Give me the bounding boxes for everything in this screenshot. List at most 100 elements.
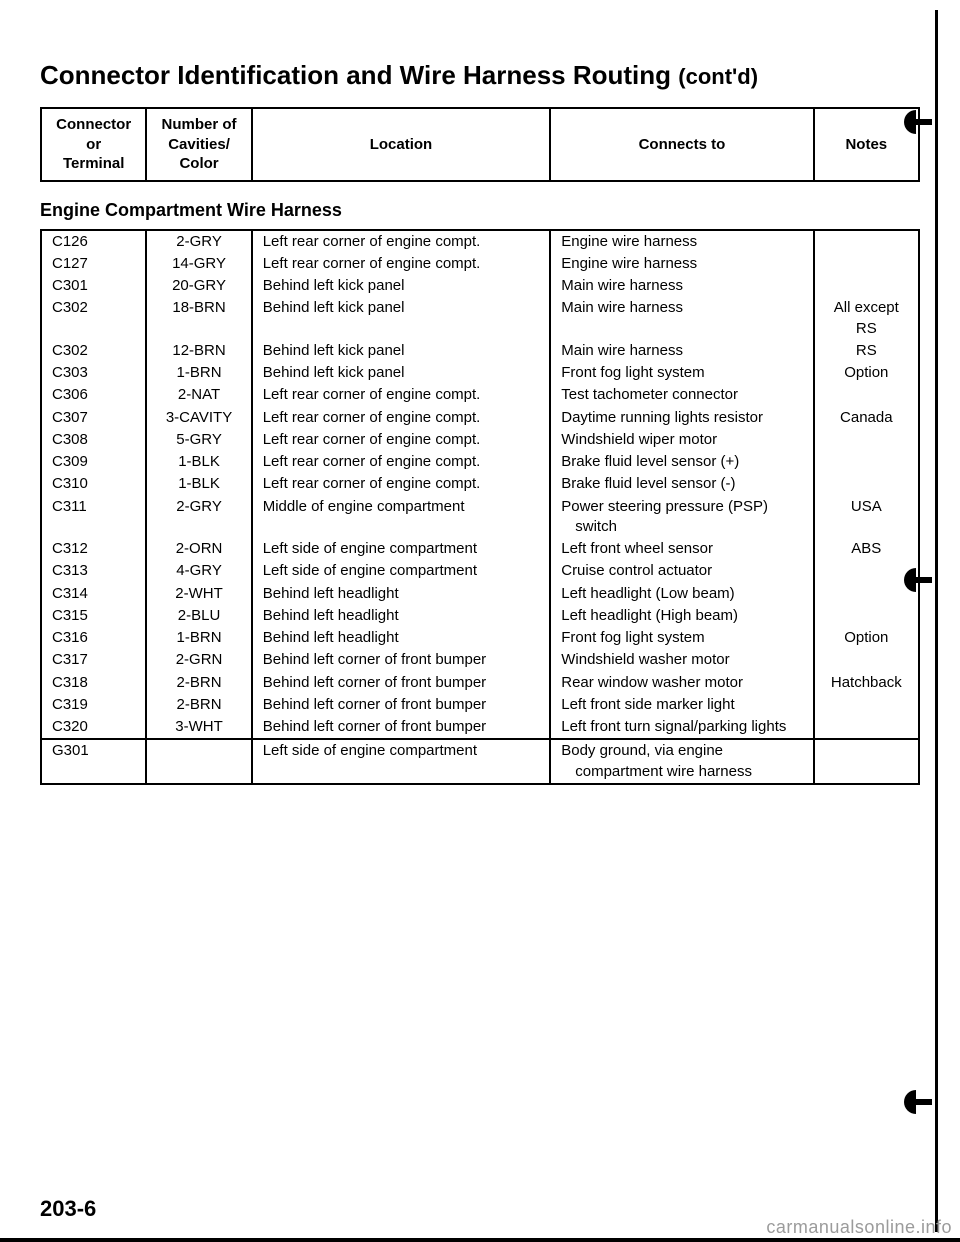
cell-notes: Option bbox=[814, 362, 919, 384]
cell-cavities: 2-ORN bbox=[146, 538, 251, 560]
cell-connects: Daytime running lights resistor bbox=[550, 407, 813, 429]
table-row: C3091-BLKLeft rear corner of engine comp… bbox=[41, 451, 919, 473]
title-contd: (cont'd) bbox=[678, 64, 758, 89]
header-connector: ConnectororTerminal bbox=[41, 108, 146, 181]
cell-notes: All exceptRS bbox=[814, 297, 919, 340]
table-row: C3062-NATLeft rear corner of engine comp… bbox=[41, 384, 919, 406]
cell-cavities: 2-WHT bbox=[146, 583, 251, 605]
cell-cavities: 2-GRN bbox=[146, 649, 251, 671]
table-row: C3182-BRNBehind left corner of front bum… bbox=[41, 672, 919, 694]
cell-connects: Cruise control actuator bbox=[550, 560, 813, 582]
cell-cavities bbox=[146, 739, 251, 784]
cell-cavities: 18-BRN bbox=[146, 297, 251, 340]
cell-cavities: 3-CAVITY bbox=[146, 407, 251, 429]
page-title: Connector Identification and Wire Harnes… bbox=[40, 60, 920, 91]
cell-notes bbox=[814, 275, 919, 297]
cell-connector: G301 bbox=[41, 739, 146, 784]
table-row: C3122-ORNLeft side of engine compartment… bbox=[41, 538, 919, 560]
cell-connects: Engine wire harness bbox=[550, 230, 813, 253]
cell-connects: Windshield wiper motor bbox=[550, 429, 813, 451]
header-connects: Connects to bbox=[550, 108, 813, 181]
cell-location: Middle of engine compartment bbox=[252, 496, 551, 539]
table-row: C3161-BRNBehind left headlightFront fog … bbox=[41, 627, 919, 649]
cell-cavities: 1-BLK bbox=[146, 473, 251, 495]
cell-notes: RS bbox=[814, 340, 919, 362]
cell-cavities: 12-BRN bbox=[146, 340, 251, 362]
cell-connector: C302 bbox=[41, 340, 146, 362]
cell-connector: C302 bbox=[41, 297, 146, 340]
cell-notes bbox=[814, 473, 919, 495]
table-row: C3112-GRYMiddle of engine compartmentPow… bbox=[41, 496, 919, 539]
cell-notes bbox=[814, 560, 919, 582]
cell-connects: Brake fluid level sensor (+) bbox=[550, 451, 813, 473]
cell-connector: C309 bbox=[41, 451, 146, 473]
cell-notes bbox=[814, 716, 919, 739]
header-table: ConnectororTerminal Number ofCavities/Co… bbox=[40, 107, 920, 182]
table-row: C3101-BLKLeft rear corner of engine comp… bbox=[41, 473, 919, 495]
cell-cavities: 3-WHT bbox=[146, 716, 251, 739]
cell-cavities: 4-GRY bbox=[146, 560, 251, 582]
cell-connector: C126 bbox=[41, 230, 146, 253]
cell-connector: C320 bbox=[41, 716, 146, 739]
table-row: C3203-WHTBehind left corner of front bum… bbox=[41, 716, 919, 739]
cell-location: Behind left headlight bbox=[252, 605, 551, 627]
cell-location: Left rear corner of engine compt. bbox=[252, 230, 551, 253]
cell-location: Left rear corner of engine compt. bbox=[252, 429, 551, 451]
cell-connects: Power steering pressure (PSP)switch bbox=[550, 496, 813, 539]
cell-connects: Main wire harness bbox=[550, 340, 813, 362]
cell-connects: Front fog light system bbox=[550, 362, 813, 384]
table-row: C1262-GRYLeft rear corner of engine comp… bbox=[41, 230, 919, 253]
cell-cavities: 20-GRY bbox=[146, 275, 251, 297]
table-row: C3073-CAVITYLeft rear corner of engine c… bbox=[41, 407, 919, 429]
table-row: C3152-BLUBehind left headlightLeft headl… bbox=[41, 605, 919, 627]
cell-cavities: 2-GRY bbox=[146, 496, 251, 539]
cell-connects: Left headlight (High beam) bbox=[550, 605, 813, 627]
cell-connects: Rear window washer motor bbox=[550, 672, 813, 694]
data-table: C126 2-GRY Left rear corner of engine comp… bbox=[40, 229, 920, 785]
page-number: 203-6 bbox=[40, 1196, 96, 1222]
cell-location: Left rear corner of engine compt. bbox=[252, 253, 551, 275]
cell-connects: Main wire harness bbox=[550, 297, 813, 340]
cell-notes: Hatchback bbox=[814, 672, 919, 694]
cell-notes bbox=[814, 384, 919, 406]
cell-connector: C306 bbox=[41, 384, 146, 406]
cell-connector: C308 bbox=[41, 429, 146, 451]
table-row: C3172-GRNBehind left corner of front bum… bbox=[41, 649, 919, 671]
cell-connector: C319 bbox=[41, 694, 146, 716]
cell-connector: C307 bbox=[41, 407, 146, 429]
cell-connects: Windshield washer motor bbox=[550, 649, 813, 671]
cell-connector: C313 bbox=[41, 560, 146, 582]
cell-notes bbox=[814, 451, 919, 473]
cell-cavities: 2-BLU bbox=[146, 605, 251, 627]
cell-connector: C312 bbox=[41, 538, 146, 560]
cell-location: Left side of engine compartment bbox=[252, 739, 551, 784]
cell-location: Behind left kick panel bbox=[252, 297, 551, 340]
cell-connects-cont: switch bbox=[561, 517, 802, 537]
cell-cavities: 5-GRY bbox=[146, 429, 251, 451]
cell-connector: C318 bbox=[41, 672, 146, 694]
cell-location: Behind left kick panel bbox=[252, 362, 551, 384]
cell-location: Behind left corner of front bumper bbox=[252, 694, 551, 716]
cell-location: Left rear corner of engine compt. bbox=[252, 384, 551, 406]
cell-notes bbox=[814, 429, 919, 451]
cell-location: Behind left kick panel bbox=[252, 275, 551, 297]
table-row: G301 Left side of engine compartmentBody … bbox=[41, 739, 919, 784]
cell-location: Behind left corner of front bumper bbox=[252, 649, 551, 671]
table-row: C30120-GRYBehind left kick panelMain wir… bbox=[41, 275, 919, 297]
cell-connector: C310 bbox=[41, 473, 146, 495]
cell-connector: C314 bbox=[41, 583, 146, 605]
cell-connects: Body ground, via enginecompartment wire … bbox=[550, 739, 813, 784]
watermark: carmanualsonline.info bbox=[766, 1217, 952, 1238]
cell-notes: Option bbox=[814, 627, 919, 649]
cell-notes: ABS bbox=[814, 538, 919, 560]
cell-connects: Left headlight (Low beam) bbox=[550, 583, 813, 605]
header-notes: Notes bbox=[814, 108, 919, 181]
cell-connects-cont: compartment wire harness bbox=[561, 762, 802, 782]
cell-notes bbox=[814, 605, 919, 627]
cell-connects: Left front turn signal/parking lights bbox=[550, 716, 813, 739]
cell-notes: Canada bbox=[814, 407, 919, 429]
cell-location: Left rear corner of engine compt. bbox=[252, 407, 551, 429]
cell-cavities: 2-BRN bbox=[146, 672, 251, 694]
cell-cavities: 1-BRN bbox=[146, 627, 251, 649]
cell-connects: Left front side marker light bbox=[550, 694, 813, 716]
